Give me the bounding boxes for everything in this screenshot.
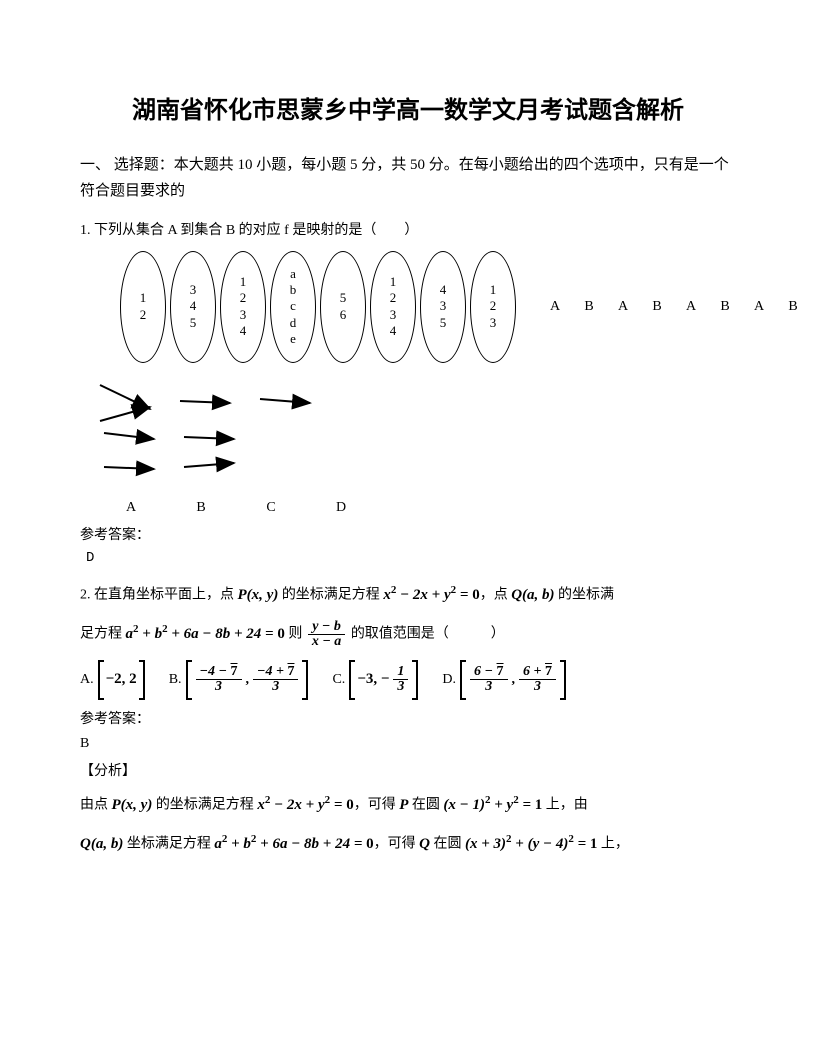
formula-Q: Q(a, b) [511, 587, 554, 603]
oval-3: 1234 [220, 251, 266, 363]
q2-answer-label: 参考答案： [80, 708, 736, 728]
oval-2: 345 [170, 251, 216, 363]
q1-answer: D [86, 550, 736, 566]
formula-eq1: x2 − 2x + y2 = 0 [383, 587, 479, 603]
frac-slope: y − bx − a [308, 620, 345, 649]
q1-option-labels: ABCD [96, 500, 736, 516]
opt-A: A. −2, 2 [80, 660, 145, 700]
formula-eq2: a2 + b2 + 6a − 8b + 24 = 0 [126, 626, 285, 642]
oval-1: 12 [120, 251, 166, 363]
q2-line2: 足方程 a2 + b2 + 6a − 8b + 24 = 0 则 y − bx … [80, 615, 736, 654]
q2-answer: B [80, 736, 736, 752]
q2-line1: 2. 在直角坐标平面上，点 P(x, y) 的坐标满足方程 x2 − 2x + … [80, 576, 736, 615]
analysis-label: 【分析】 [80, 760, 736, 780]
ab-labels: ABABABAB [538, 299, 810, 315]
page-title: 湖南省怀化市思蒙乡中学高一数学文月考试题含解析 [80, 90, 736, 125]
arrows-diagram [90, 377, 736, 492]
formula-P: P(x, y) [238, 587, 279, 603]
opt-C: C. −3, −13 [332, 660, 418, 700]
opt-D: D. 6 − 73 , 6 + 73 [442, 660, 566, 700]
oval-8: 123 [470, 251, 516, 363]
analysis-line1: 由点 P(x, y) 的坐标满足方程 x2 − 2x + y2 = 0，可得 P… [80, 786, 736, 825]
section-heading: 一、 选择题：本大题共 10 小题，每小题 5 分，共 50 分。在每小题给出的… [80, 153, 736, 204]
oval-5: 56 [320, 251, 366, 363]
oval-4: abcde [270, 251, 316, 363]
q1-stem: 1. 下列从集合 A 到集合 B 的对应 f 是映射的是（ ） [80, 218, 736, 245]
oval-7: 435 [420, 251, 466, 363]
q2-options: A. −2, 2 B. −4 − 73 , −4 + 73 C. −3, −13… [80, 660, 736, 700]
analysis-line2: Q(a, b) 坐标满足方程 a2 + b2 + 6a − 8b + 24 = … [80, 825, 736, 864]
q1-ovals: 12 345 1234 abcde 56 1234 435 123 ABABAB… [120, 251, 736, 363]
opt-B: B. −4 − 73 , −4 + 73 [169, 660, 309, 700]
oval-6: 1234 [370, 251, 416, 363]
q1-answer-label: 参考答案： [80, 524, 736, 544]
